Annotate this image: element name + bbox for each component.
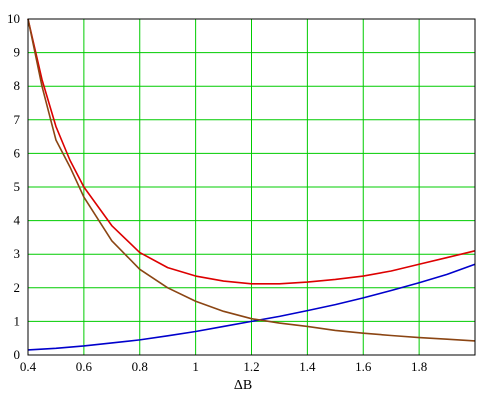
y-tick-label: 3 (14, 246, 21, 261)
y-tick-label: 10 (7, 11, 20, 26)
x-tick-label: 1.8 (411, 359, 427, 374)
x-tick-label: 1.6 (355, 359, 372, 374)
y-tick-label: 1 (14, 313, 21, 328)
grid (28, 19, 475, 355)
x-tick-label: 0.4 (20, 359, 37, 374)
x-axis-title: ΔB (234, 378, 252, 393)
series-line-2 (27, 263, 476, 351)
x-tick-label: 0.6 (76, 359, 93, 374)
y-tick-label: 2 (14, 280, 21, 295)
x-tick-label: 1.4 (299, 359, 316, 374)
series-line-1 (27, 18, 476, 285)
plot-frame (27, 18, 476, 356)
y-tick-label: 0 (14, 347, 21, 362)
y-tick-label: 5 (14, 179, 21, 194)
y-tick-labels: 0 1 2 3 4 5 6 7 8 9 10 (7, 11, 21, 362)
series-line-3 (27, 18, 476, 342)
x-tick-label: 1.2 (243, 359, 259, 374)
y-tick-label: 6 (14, 145, 21, 160)
y-tick-label: 4 (14, 213, 21, 228)
series-layer (27, 18, 476, 351)
y-tick-label: 9 (14, 45, 21, 60)
y-tick-label: 8 (14, 78, 21, 93)
x-tick-label: 0.8 (132, 359, 148, 374)
y-tick-label: 7 (14, 112, 21, 127)
x-tick-label: 1 (192, 359, 199, 374)
x-tick-labels: 0.4 0.6 0.8 1 1.2 1.4 1.6 1.8 (20, 359, 427, 374)
